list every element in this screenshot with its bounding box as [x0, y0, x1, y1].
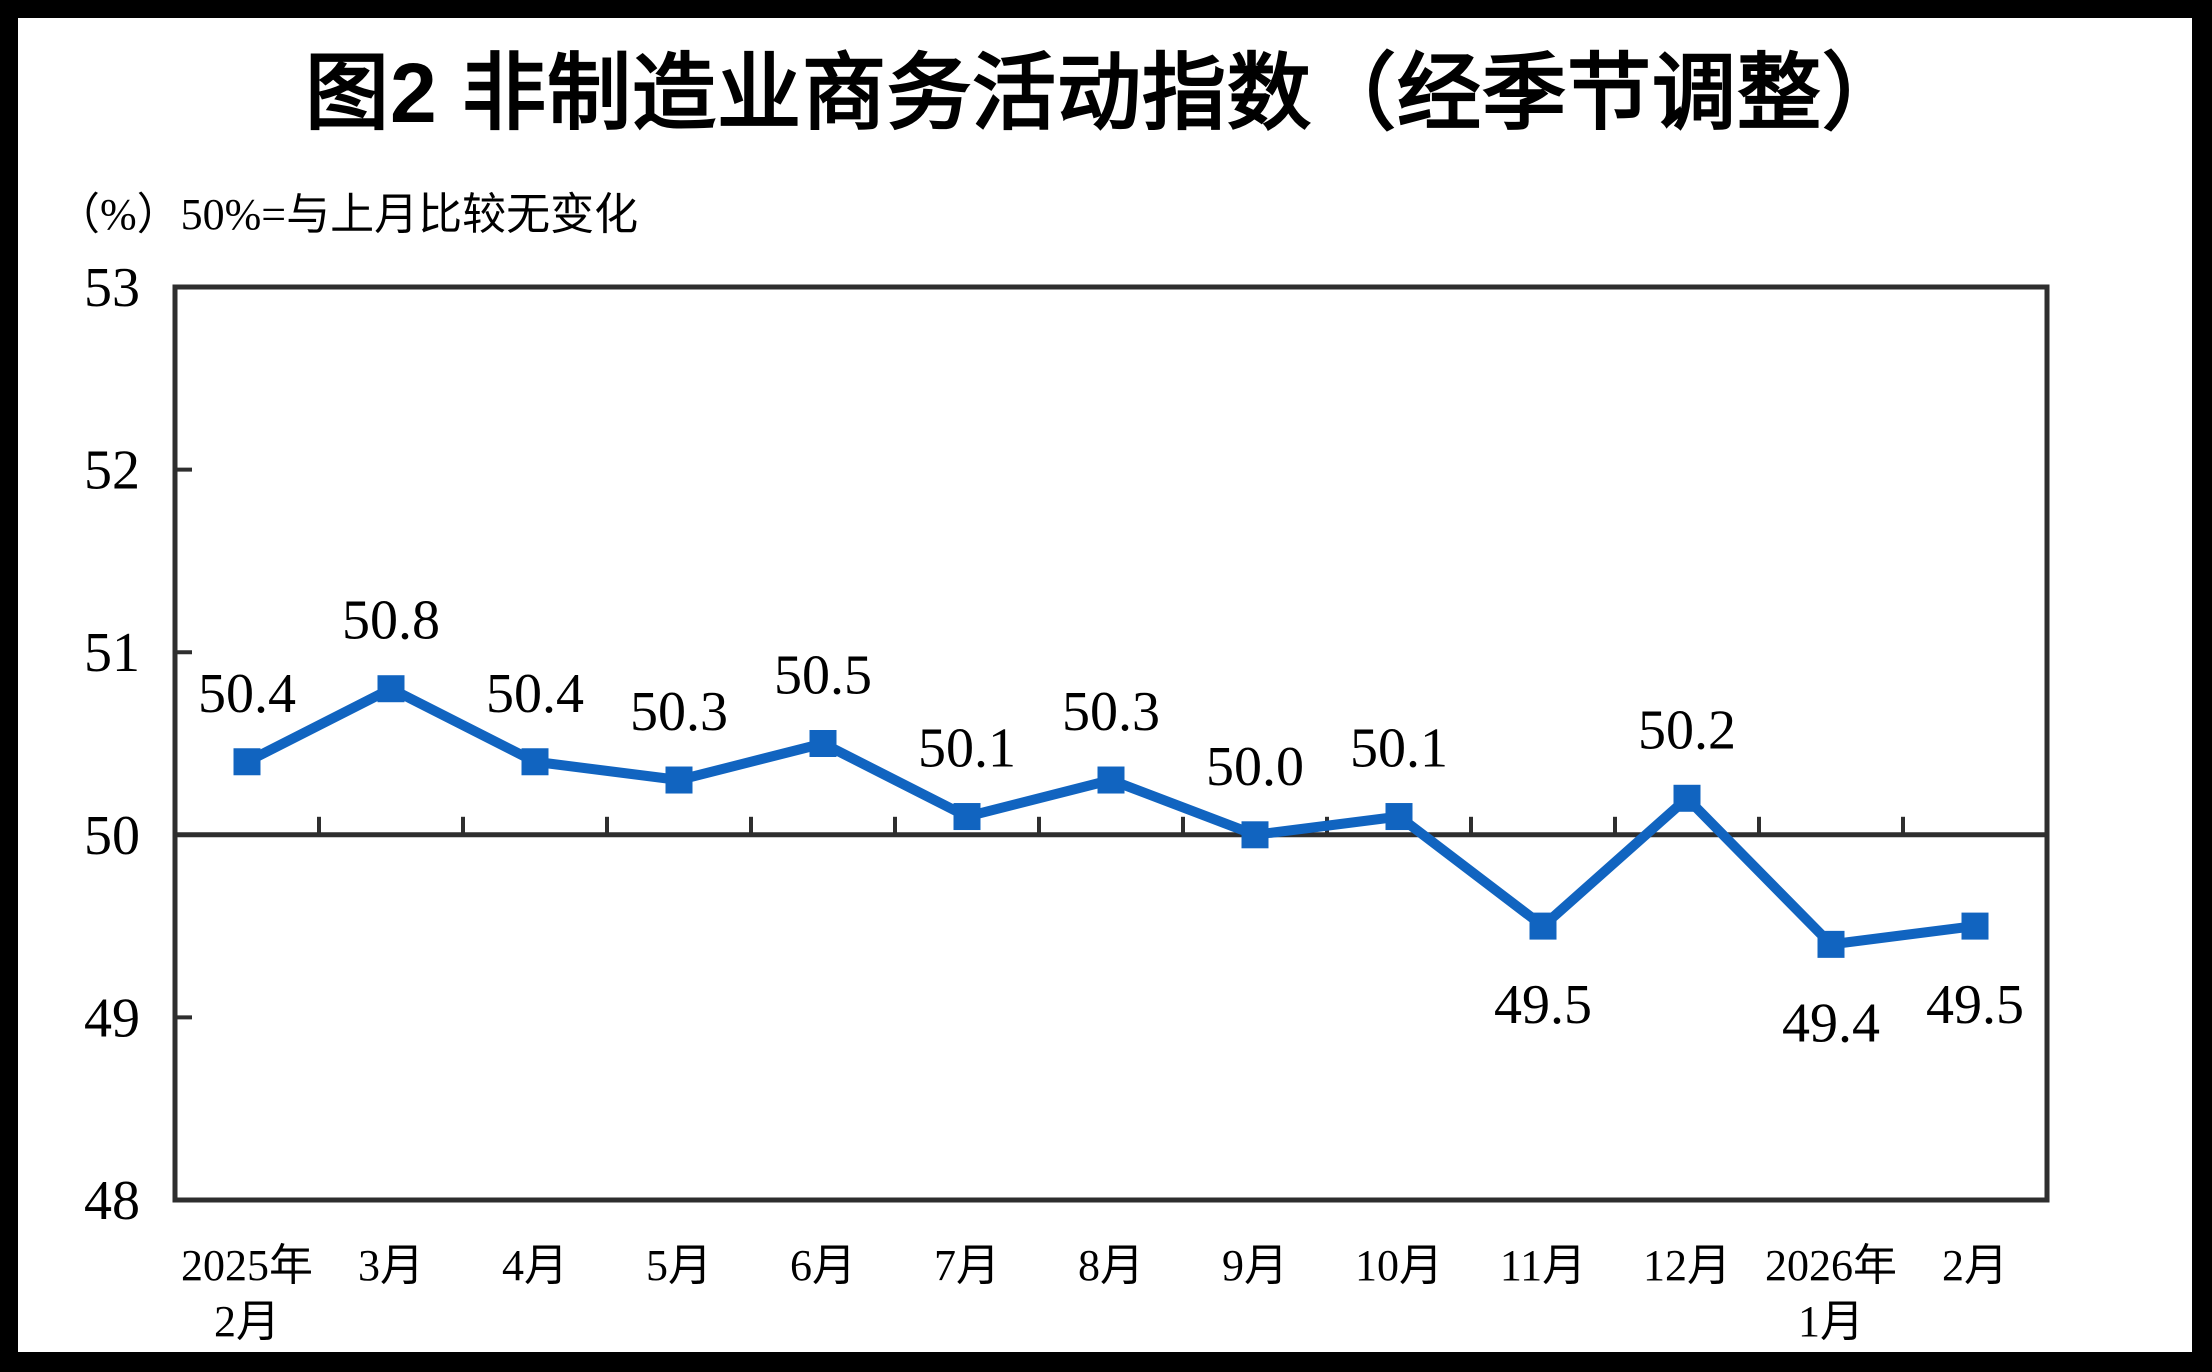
data-point-label: 50.0 — [1206, 736, 1304, 798]
x-axis-category-label-line2: 1月 — [1798, 1297, 1864, 1346]
x-axis-category-label: 2026年 — [1765, 1241, 1897, 1290]
y-axis-tick-label: 52 — [84, 440, 140, 502]
data-point-marker — [1961, 912, 1989, 940]
data-point-marker — [521, 748, 549, 776]
y-axis-tick-label: 49 — [84, 987, 140, 1049]
data-point-label: 50.4 — [198, 663, 296, 725]
data-point-label: 49.5 — [1926, 974, 2024, 1036]
data-point-marker — [809, 730, 837, 757]
data-point-marker — [1241, 821, 1269, 849]
data-point-marker — [1817, 930, 1845, 958]
data-point-label: 50.1 — [918, 718, 1016, 780]
data-point-label: 50.5 — [774, 645, 872, 707]
x-axis-category-label-line2: 2月 — [214, 1297, 280, 1346]
data-point-label: 50.2 — [1638, 699, 1736, 761]
data-point-label: 49.4 — [1782, 992, 1880, 1054]
x-axis-category-label: 8月 — [1078, 1241, 1144, 1290]
data-point-label: 50.8 — [342, 590, 440, 652]
x-axis-category-label: 10月 — [1355, 1241, 1443, 1290]
data-point-marker — [377, 675, 405, 703]
data-point-marker — [1385, 803, 1413, 831]
x-axis-category-label: 2025年 — [181, 1241, 313, 1290]
data-point-marker — [1673, 784, 1701, 812]
y-axis-tick-label: 48 — [84, 1170, 140, 1232]
x-axis-category-label: 6月 — [790, 1241, 856, 1290]
y-axis-tick-label: 51 — [84, 622, 140, 684]
x-axis-category-label: 11月 — [1500, 1241, 1586, 1290]
y-axis-unit-note: （%）50%=与上月比较无变化 — [56, 190, 639, 239]
data-point-label: 50.3 — [1062, 681, 1160, 743]
plot-border — [172, 284, 2050, 1203]
x-axis-category-label: 7月 — [934, 1241, 1000, 1290]
x-axis-category-label: 12月 — [1643, 1241, 1731, 1290]
data-point-label: 49.5 — [1494, 974, 1592, 1036]
x-axis-category-label: 5月 — [646, 1241, 712, 1290]
data-point-label: 50.4 — [486, 663, 584, 725]
x-axis-category-label: 3月 — [358, 1241, 424, 1290]
chart-title: 图2 非制造业商务活动指数（经季节调整） — [304, 46, 1908, 140]
data-point-marker — [1097, 766, 1125, 794]
data-point-marker — [1529, 912, 1557, 940]
data-point-label: 50.3 — [630, 681, 728, 743]
x-axis-category-label: 9月 — [1222, 1241, 1288, 1290]
x-axis-category-label: 4月 — [502, 1241, 568, 1290]
x-axis-category-label: 2月 — [1942, 1241, 2008, 1290]
data-point-marker — [953, 803, 981, 831]
data-point-marker — [665, 766, 693, 794]
data-point-label: 50.1 — [1350, 718, 1448, 780]
y-axis-tick-label: 53 — [84, 257, 140, 319]
y-axis-tick-label: 50 — [84, 805, 140, 867]
data-point-marker — [233, 748, 261, 776]
